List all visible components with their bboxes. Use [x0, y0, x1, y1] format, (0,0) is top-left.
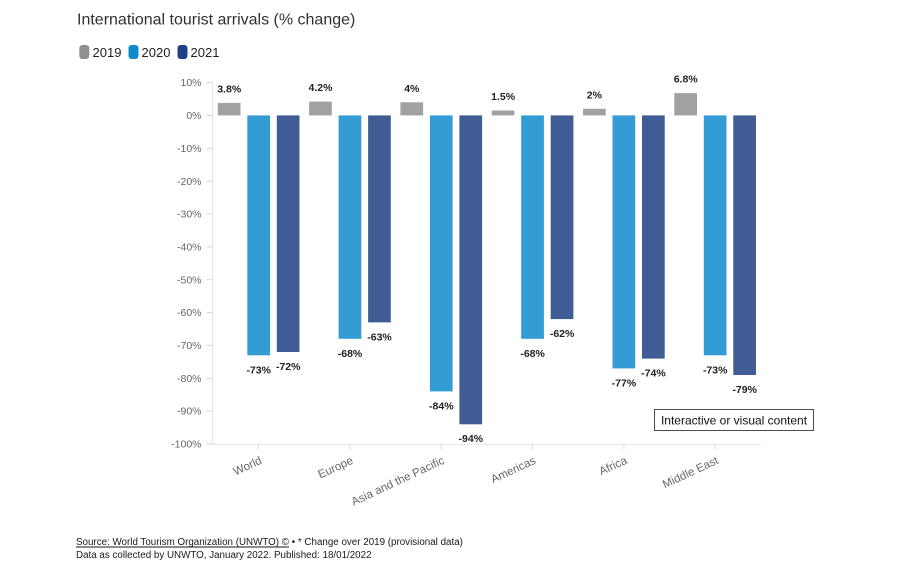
svg-text:10%: 10% — [180, 77, 201, 89]
svg-text:2020: 2020 — [142, 45, 171, 60]
svg-text:2021: 2021 — [191, 45, 220, 60]
svg-text:2019: 2019 — [93, 45, 122, 60]
svg-text:4.2%: 4.2% — [309, 82, 334, 94]
svg-text:-40%: -40% — [177, 242, 202, 254]
svg-text:-62%: -62% — [550, 328, 575, 340]
svg-text:-63%: -63% — [367, 331, 392, 343]
svg-text:-60%: -60% — [177, 307, 202, 319]
svg-text:2%: 2% — [587, 89, 603, 101]
svg-text:-70%: -70% — [177, 340, 202, 352]
svg-text:-73%: -73% — [703, 364, 728, 376]
svg-text:6.8%: 6.8% — [674, 74, 699, 86]
svg-text:Interactive or visual content: Interactive or visual content — [661, 414, 808, 428]
svg-text:-100%: -100% — [171, 439, 201, 451]
svg-text:1.5%: 1.5% — [491, 91, 516, 103]
svg-text:Source: World Tourism Organiza: Source: World Tourism Organization (UNWT… — [76, 537, 463, 548]
svg-text:-50%: -50% — [177, 274, 202, 286]
svg-text:-74%: -74% — [641, 368, 666, 380]
svg-text:-94%: -94% — [459, 433, 484, 445]
svg-text:-84%: -84% — [429, 400, 454, 412]
svg-text:-20%: -20% — [177, 176, 202, 188]
svg-text:-77%: -77% — [612, 377, 637, 389]
svg-text:-68%: -68% — [520, 348, 545, 360]
svg-text:-30%: -30% — [177, 209, 202, 221]
svg-text:-73%: -73% — [246, 364, 271, 376]
svg-text:-80%: -80% — [177, 373, 202, 385]
svg-text:0%: 0% — [186, 110, 201, 122]
svg-text:Data as collected by UNWTO, Ja: Data as collected by UNWTO, January 2022… — [76, 550, 372, 561]
svg-text:4%: 4% — [404, 83, 420, 95]
svg-text:-68%: -68% — [338, 348, 363, 360]
svg-text:-79%: -79% — [732, 384, 757, 396]
svg-text:-90%: -90% — [177, 406, 202, 418]
svg-text:3.8%: 3.8% — [217, 83, 242, 95]
svg-text:-10%: -10% — [177, 143, 202, 155]
svg-text:International tourist arrivals: International tourist arrivals (% change… — [77, 12, 355, 29]
svg-text:-72%: -72% — [276, 361, 301, 373]
